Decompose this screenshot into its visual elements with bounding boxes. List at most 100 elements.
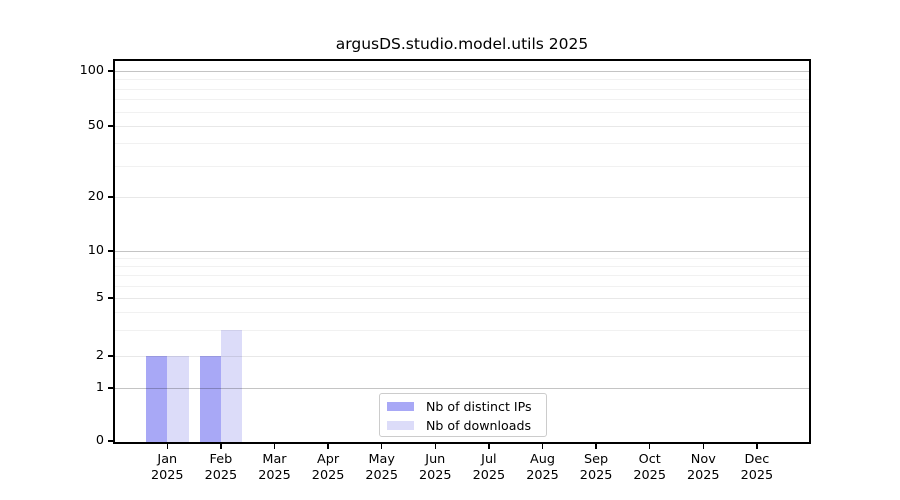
y-tick-mark <box>107 70 113 72</box>
gridline-minor <box>113 79 811 81</box>
y-tick-mark <box>107 125 113 127</box>
x-tick-label: Apr 2025 <box>312 452 345 483</box>
y-tick-label: 2 <box>95 348 104 364</box>
axis-spine-right <box>809 59 811 444</box>
legend-swatch <box>387 421 414 430</box>
x-tick-mark <box>541 444 544 449</box>
x-tick-year: 2025 <box>472 467 506 483</box>
y-tick-mark <box>107 440 113 442</box>
x-tick-label: Aug 2025 <box>526 452 559 483</box>
gridline-minor <box>113 99 811 101</box>
x-tick-mark <box>327 444 329 449</box>
y-tick-mark <box>107 387 113 389</box>
gridline-major <box>113 71 811 72</box>
x-tick-mark <box>595 444 597 449</box>
legend-entry: Nb of downloads <box>387 416 546 435</box>
gridline-minor <box>113 126 811 127</box>
y-tick-label: 1 <box>95 380 104 396</box>
y-tick-label: 20 <box>87 189 104 205</box>
gridline-minor <box>113 312 811 314</box>
x-tick-label: Nov 2025 <box>687 452 720 483</box>
y-tick-label: 10 <box>87 243 104 259</box>
y-tick-mark <box>107 297 113 299</box>
chart-title: argusDS.studio.model.utils 2025 <box>335 35 589 53</box>
y-tick-mark <box>107 196 113 198</box>
x-tick-mark <box>273 444 276 449</box>
y-tick-mark <box>107 250 113 252</box>
x-tick-month: Mar <box>262 452 287 467</box>
x-tick-year: 2025 <box>687 467 720 483</box>
x-tick-month: Nov <box>690 452 716 467</box>
gridline-major <box>113 251 811 252</box>
x-tick-year: 2025 <box>204 467 238 483</box>
x-tick-label: Mar 2025 <box>258 452 291 483</box>
x-tick-year: 2025 <box>151 467 184 483</box>
gridline-minor <box>113 88 811 90</box>
bar <box>145 356 168 444</box>
gridline-minor <box>113 356 811 357</box>
gridline-minor <box>113 258 811 260</box>
x-tick-year: 2025 <box>258 467 291 483</box>
axis-spine-bottom <box>113 442 811 444</box>
gridline-minor <box>113 111 811 113</box>
x-tick-label: Dec 2025 <box>741 452 774 483</box>
x-tick-mark <box>434 444 437 449</box>
gridline-minor <box>113 285 811 287</box>
x-tick-month: Jul <box>481 452 497 467</box>
bar <box>199 356 221 444</box>
x-tick-year: 2025 <box>311 467 345 483</box>
x-tick-month: May <box>368 452 395 467</box>
x-tick-label: May 2025 <box>365 452 398 483</box>
x-tick-mark <box>380 444 383 449</box>
y-tick-label: 5 <box>95 290 104 306</box>
axis-spine-left <box>113 59 115 444</box>
x-tick-year: 2025 <box>526 467 559 483</box>
x-tick-mark <box>648 444 651 449</box>
x-tick-mark <box>488 444 490 449</box>
x-tick-year: 2025 <box>633 467 666 483</box>
gridline-minor <box>113 330 811 332</box>
gridline-major <box>113 388 811 389</box>
x-tick-month: Dec <box>744 452 770 467</box>
gridline-minor <box>113 266 811 268</box>
y-tick-label: 50 <box>87 118 104 134</box>
gridline-minor <box>113 197 811 198</box>
gridline-minor <box>113 165 811 167</box>
x-tick-label: Sep 2025 <box>580 452 613 483</box>
gridline-minor <box>113 275 811 277</box>
bar <box>220 330 243 444</box>
bar <box>167 356 189 444</box>
legend-entry: Nb of distinct IPs <box>387 397 546 416</box>
x-tick-mark <box>702 444 705 449</box>
x-tick-year: 2025 <box>419 467 452 483</box>
legend-swatch <box>387 402 414 411</box>
x-tick-label: Oct 2025 <box>633 452 666 483</box>
x-tick-month: Jan <box>157 452 178 467</box>
y-tick-label: 0 <box>95 433 104 449</box>
plot-area <box>113 59 811 444</box>
y-tick-label: 100 <box>79 63 104 79</box>
x-tick-mark <box>166 444 169 449</box>
x-tick-label: Jul 2025 <box>473 452 506 483</box>
legend-label: Nb of downloads <box>426 418 532 433</box>
gridline-minor <box>113 143 811 145</box>
x-tick-year: 2025 <box>579 467 613 483</box>
x-tick-mark <box>756 444 758 449</box>
x-tick-month: Feb <box>209 452 233 467</box>
gridline-minor <box>113 298 811 299</box>
x-tick-label: Jan 2025 <box>151 452 184 483</box>
x-tick-label: Jun 2025 <box>419 452 452 483</box>
x-tick-month: Apr <box>317 452 340 467</box>
x-tick-month: Aug <box>529 452 555 467</box>
y-tick-mark <box>107 355 113 357</box>
legend-label: Nb of distinct IPs <box>426 399 532 414</box>
x-tick-label: Feb 2025 <box>205 452 238 483</box>
x-tick-year: 2025 <box>365 467 398 483</box>
axis-spine-top <box>113 59 811 61</box>
x-tick-month: Sep <box>584 452 609 467</box>
x-tick-month: Jun <box>425 452 446 467</box>
x-tick-year: 2025 <box>740 467 774 483</box>
x-tick-mark <box>220 444 222 449</box>
x-tick-month: Oct <box>638 452 661 467</box>
